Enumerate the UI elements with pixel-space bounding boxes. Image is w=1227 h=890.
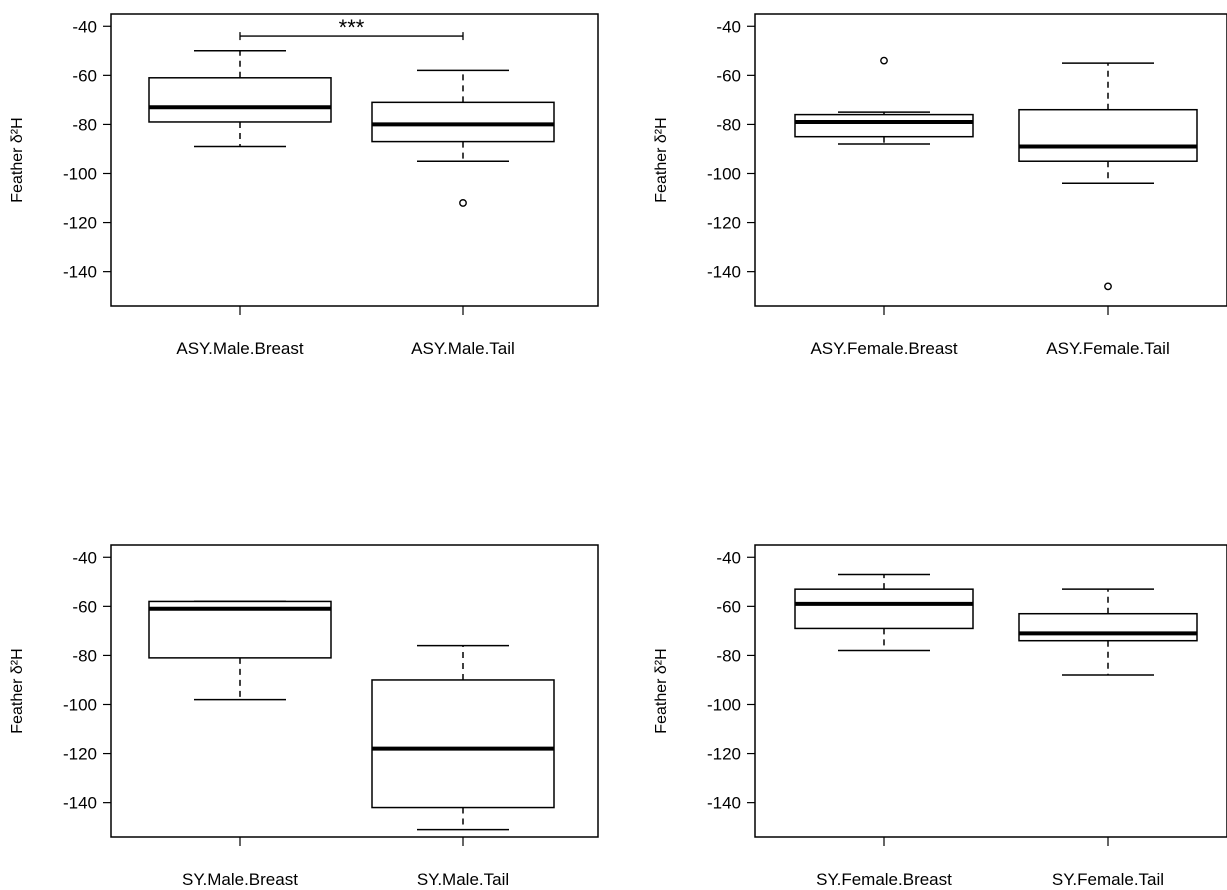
y-axis-label: Feather δ²H — [9, 117, 26, 202]
significance-bracket: *** — [239, 15, 464, 41]
outlier-point — [880, 56, 888, 65]
box-SY.Male.Breast — [148, 600, 332, 701]
y-tick-label: -40 — [72, 548, 97, 567]
box-ASY.Female.Breast — [794, 56, 974, 145]
boxplot-panel-4: -40 -60 -80 -100 -120 -140 Feather δ²H SY.Femal… — [653, 544, 1227, 889]
x-category-label: SY.Male.Tail — [417, 870, 509, 889]
x-category-label: SY.Female.Breast — [816, 870, 952, 889]
y-axis-label: Feather δ²H — [9, 648, 26, 733]
y-tick-label: -40 — [716, 548, 741, 567]
box-ASY.Female.Tail — [1018, 62, 1198, 291]
interquartile-box — [371, 101, 555, 143]
y-tick-label: -100 — [707, 164, 741, 183]
y-tick-label: -80 — [72, 115, 97, 134]
y-tick-label: -80 — [716, 646, 741, 665]
y-tick-label: -60 — [716, 597, 741, 616]
box-SY.Male.Tail — [371, 644, 555, 831]
y-tick-label: -120 — [707, 745, 741, 764]
y-tick-label: -140 — [707, 263, 741, 282]
y-tick-label: -60 — [716, 66, 741, 85]
plot-frame — [110, 544, 599, 838]
y-axis-label: Feather δ²H — [653, 117, 670, 202]
interquartile-box — [1018, 612, 1198, 642]
box-SY.Female.Breast — [794, 573, 974, 652]
y-tick-label: -120 — [63, 745, 97, 764]
y-tick-label: -40 — [716, 17, 741, 36]
interquartile-box — [794, 588, 974, 630]
y-tick-label: -60 — [72, 66, 97, 85]
box-SY.Female.Tail — [1018, 588, 1198, 676]
y-tick-label: -120 — [707, 214, 741, 233]
x-category-label: SY.Female.Tail — [1052, 870, 1164, 889]
box-ASY.Male.Tail — [371, 69, 555, 207]
y-tick-label: -120 — [63, 214, 97, 233]
significance-label: *** — [339, 15, 365, 40]
plot-frame — [110, 13, 599, 307]
interquartile-box — [1018, 108, 1198, 162]
y-tick-label: -100 — [707, 695, 741, 714]
boxplot-panel-3: -40 -60 -80 -100 -120 -140 Feather δ²H SY.Male.… — [9, 544, 599, 889]
y-tick-label: -140 — [707, 794, 741, 813]
y-tick-label: -140 — [63, 794, 97, 813]
y-tick-label: -80 — [72, 646, 97, 665]
boxplot-panel-2: -40 -60 -80 -100 -120 -140 Feather δ²H ASY.Fema… — [653, 13, 1227, 358]
x-category-label: ASY.Female.Tail — [1046, 339, 1169, 358]
interquartile-box — [148, 600, 332, 659]
y-tick-label: -100 — [63, 164, 97, 183]
y-tick-label: -40 — [72, 17, 97, 36]
x-category-label: ASY.Female.Breast — [810, 339, 957, 358]
boxplot-panel-1: -40 -60 -80 -100 -120 -140 Feather δ²H ASY.Male… — [9, 13, 599, 358]
y-tick-label: -80 — [716, 115, 741, 134]
y-axis-label: Feather δ²H — [653, 648, 670, 733]
x-category-label: SY.Male.Breast — [182, 870, 298, 889]
plot-frame — [754, 544, 1227, 838]
y-tick-label: -60 — [72, 597, 97, 616]
y-tick-label: -140 — [63, 263, 97, 282]
outlier-point — [459, 199, 467, 207]
interquartile-box — [794, 113, 974, 138]
interquartile-box — [148, 77, 332, 123]
outlier-point — [1104, 282, 1112, 291]
plot-frame — [754, 13, 1227, 307]
x-category-label: ASY.Male.Breast — [176, 339, 304, 358]
y-tick-label: -100 — [63, 695, 97, 714]
interquartile-box — [371, 679, 555, 809]
box-ASY.Male.Breast — [148, 50, 332, 148]
x-category-label: ASY.Male.Tail — [411, 339, 515, 358]
